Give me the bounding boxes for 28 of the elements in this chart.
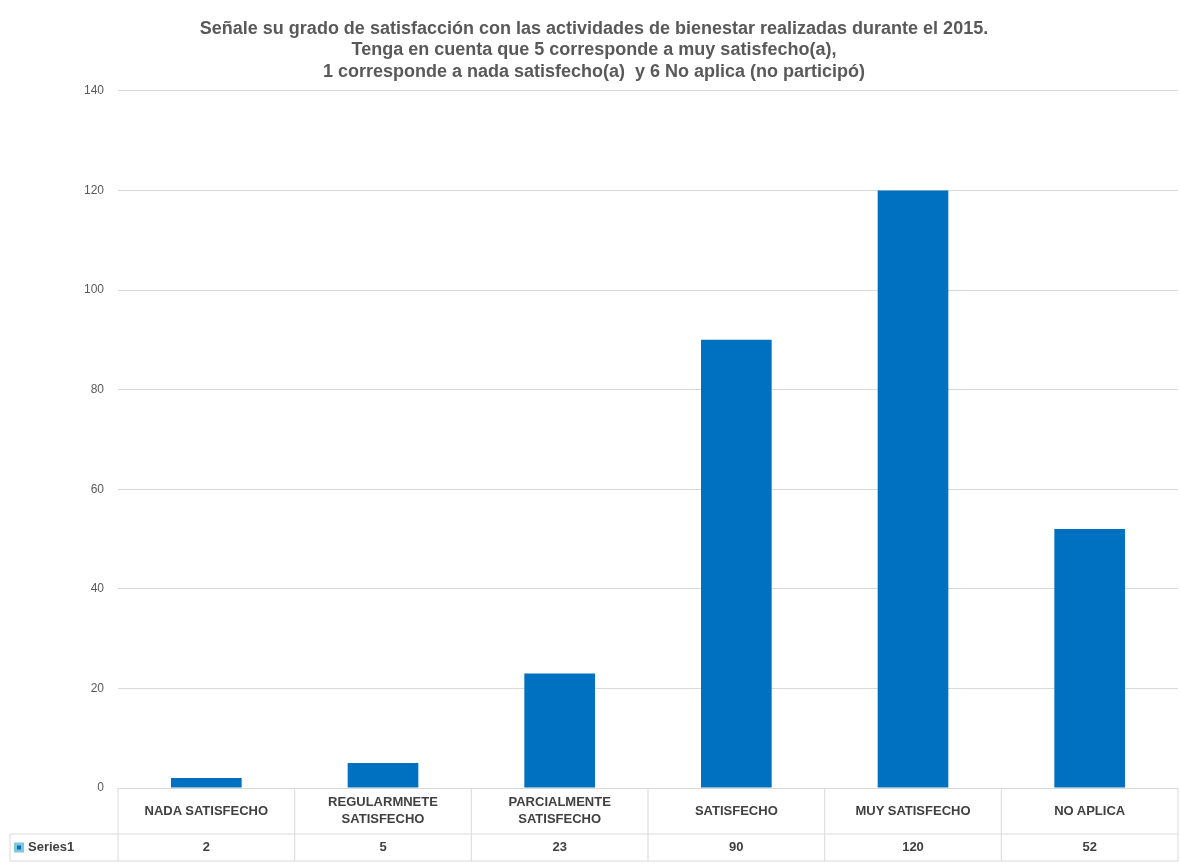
- data-label: 90: [729, 839, 744, 855]
- data-label: 120: [902, 839, 924, 855]
- bar: [1054, 529, 1125, 788]
- legend-label: Series1: [28, 839, 75, 855]
- data-label: 23: [552, 839, 567, 855]
- y-tick-label: 0: [97, 780, 105, 795]
- data-label: 2: [202, 839, 210, 855]
- bar: [347, 763, 419, 788]
- x-tick-label: PARCIALMENTE SATISFECHO: [508, 794, 612, 827]
- y-tick-label: 80: [90, 381, 105, 396]
- y-tick-label: 60: [90, 481, 105, 496]
- y-tick-label: 20: [90, 680, 105, 695]
- x-tick-label: NADA SATISFECHO: [144, 802, 269, 818]
- bar: [877, 190, 949, 788]
- bar: [701, 339, 772, 788]
- x-tick-label: MUY SATISFECHO: [855, 802, 971, 818]
- y-tick-label: 120: [83, 182, 105, 197]
- data-label: 52: [1082, 839, 1097, 855]
- x-tick-label: NO APLICA: [1054, 802, 1126, 818]
- bar: [171, 778, 242, 788]
- x-tick-label: REGULARMNETE SATISFECHO: [328, 794, 439, 827]
- bar: [524, 673, 595, 788]
- y-tick-label: 40: [90, 581, 105, 596]
- data-label: 5: [379, 839, 387, 855]
- y-tick-label: 140: [83, 83, 105, 98]
- y-tick-label: 100: [83, 282, 105, 297]
- chart-title: Señale su grado de satisfacción con las actividades de bienestar realizadas durante el 2015. Tenga en cuenta que 5 corresponde a muy satisfecho(a), 1 corresponde a nada satisfecho(a) y 6 No aplica (no participó): [199, 17, 989, 81]
- x-tick-label: SATISFECHO: [694, 802, 778, 818]
